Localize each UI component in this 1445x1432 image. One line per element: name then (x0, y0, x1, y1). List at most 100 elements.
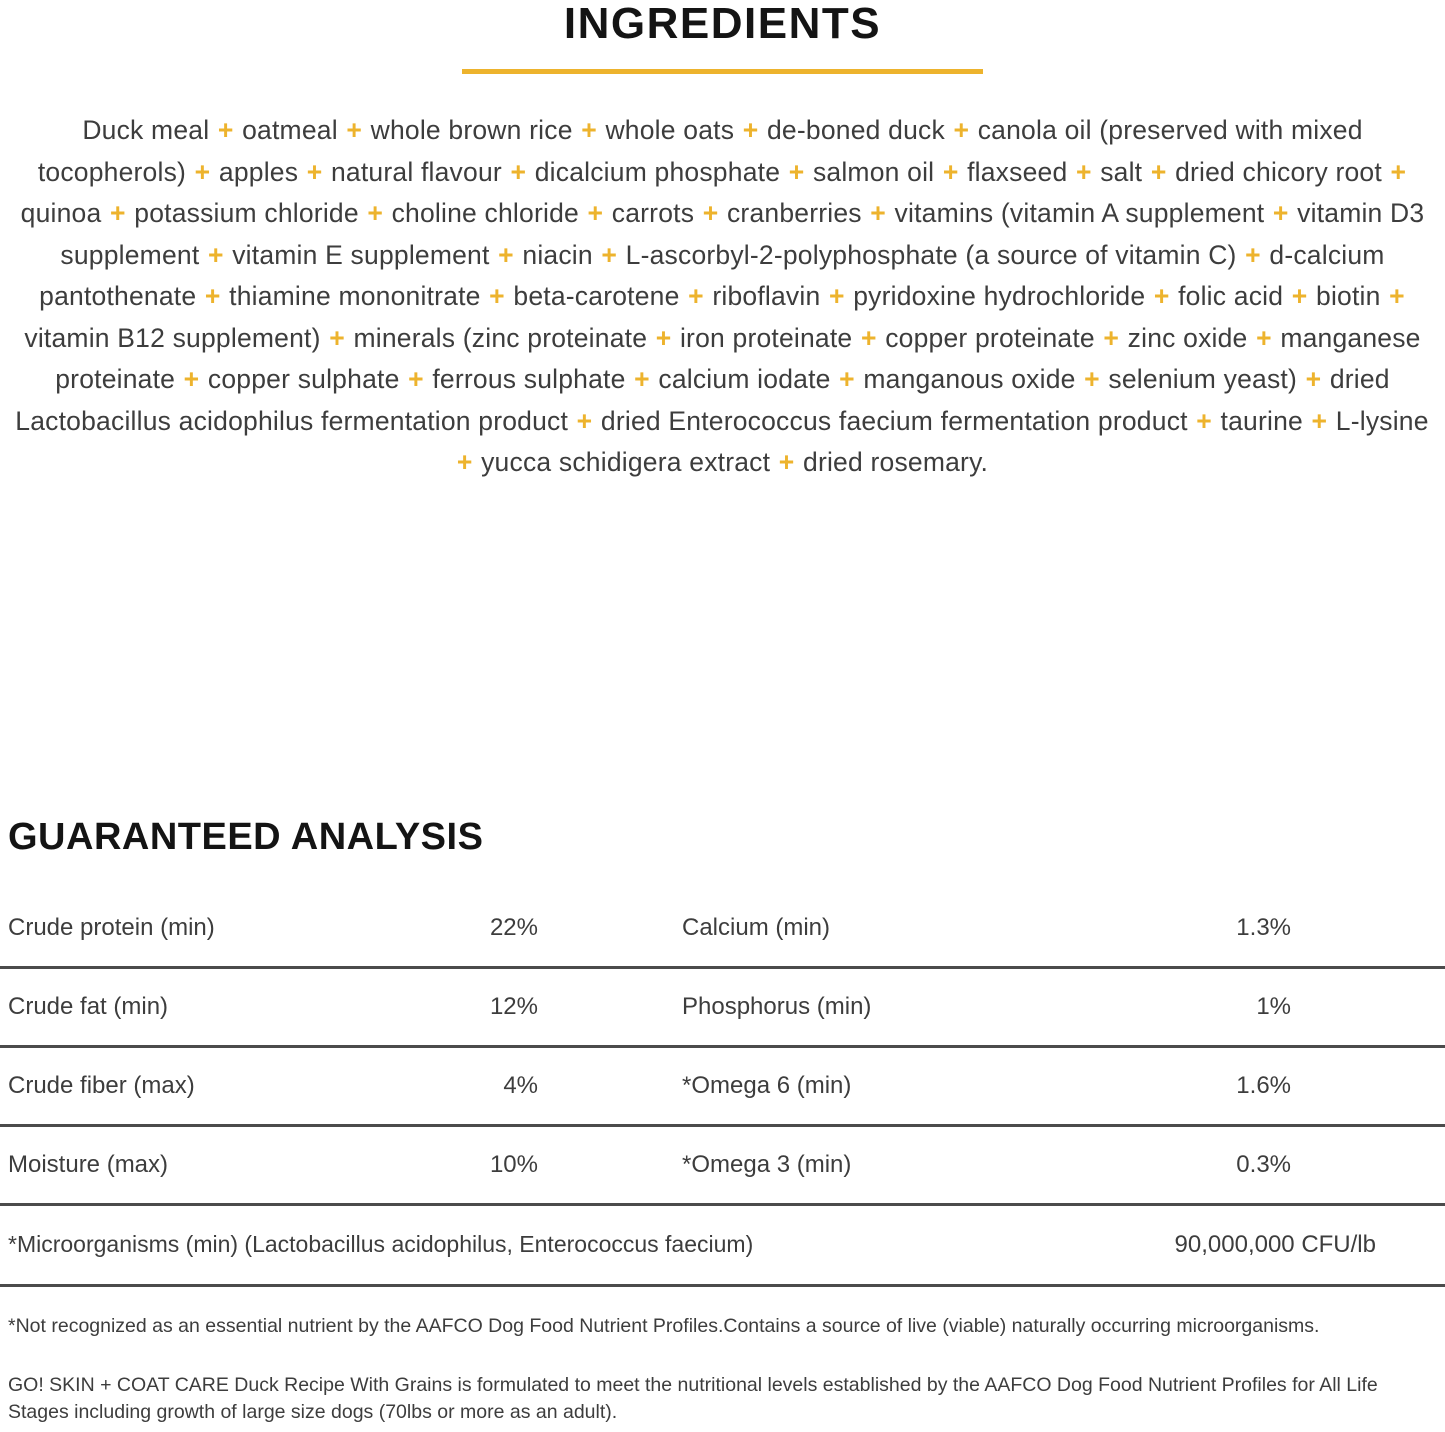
ingredient-item: copper sulphate (207, 364, 400, 394)
row-divider (0, 1202, 1445, 1206)
plus-icon: + (187, 156, 218, 187)
plus-icon: + (176, 364, 207, 394)
ingredient-item: manganous oxide (863, 364, 1076, 394)
plus-icon: + (935, 156, 967, 187)
guaranteed-analysis-title: GUARANTEED ANALYSIS (8, 815, 484, 858)
analysis-label: *Microorganisms (min) (Lactobacillus aci… (8, 1231, 754, 1257)
analysis-label: Crude protein (min) (8, 913, 215, 941)
plus-icon: + (1298, 364, 1329, 394)
ingredient-item: apples (218, 156, 299, 187)
ingredients-section: INGREDIENTS Duck meal + oatmeal + whole … (0, 0, 1445, 484)
ingredient-item: dicalcium phosphate (534, 156, 781, 187)
plus-icon: + (321, 322, 353, 353)
analysis-row: Crude fat (min) 12% Phosphorus (min) 1% (0, 969, 1445, 1045)
ingredient-item: yucca schidigera extract (481, 447, 771, 477)
plus-icon: + (456, 447, 481, 477)
ingredient-item: vitamin E supplement (232, 239, 490, 270)
analysis-label: *Omega 3 (min) (682, 1150, 852, 1178)
analysis-cell-right: *Omega 6 (min) 1.6% (682, 1072, 1291, 1100)
plus-icon: + (853, 322, 885, 353)
plus-icon: + (821, 281, 853, 311)
ingredient-item: Duck meal (82, 115, 210, 145)
guaranteed-analysis-section: GUARANTEED ANALYSIS Crude protein (min) 2… (0, 818, 1445, 1426)
ingredient-item: minerals (zinc proteinate (353, 322, 648, 353)
ingredient-item: riboflavin (712, 281, 821, 311)
analysis-table: Crude protein (min) 22% Calcium (min) 1.3% C… (0, 890, 1445, 1287)
analysis-row: Moisture (max) 10% *Omega 3 (min) 0.3% (0, 1127, 1445, 1203)
plus-icon: + (593, 239, 625, 270)
analysis-label: Crude fat (min) (8, 992, 169, 1020)
footnote-formulation-statement: GO! SKIN + COAT CARE Duck Recipe With Gr… (8, 1373, 1378, 1423)
analysis-label: Phosphorus (min) (682, 992, 872, 1020)
plus-icon: + (695, 198, 726, 228)
analysis-label: *Omega 6 (min) (682, 1071, 852, 1099)
plus-icon: + (1382, 156, 1407, 187)
plus-icon: + (502, 156, 534, 187)
ingredient-item: d-calcium pantothenate (39, 239, 1385, 312)
ingredient-item: copper proteinate (885, 322, 1095, 353)
plus-icon: + (197, 281, 229, 311)
plus-icon: + (1095, 322, 1127, 353)
ingredient-item: oatmeal (242, 115, 338, 145)
ingredient-item: choline chloride (391, 198, 579, 228)
ingredient-item: dried Lactobacillus acidophilus fermenta… (15, 364, 1390, 436)
ingredient-item: carrots (611, 198, 695, 228)
plus-icon: + (862, 198, 894, 228)
ingredient-item: flaxseed (967, 156, 1068, 187)
plus-icon: + (338, 115, 370, 145)
ingredient-item: taurine (1220, 405, 1303, 436)
ingredient-item: de-boned duck (766, 115, 945, 145)
ingredient-item: zinc oxide (1127, 322, 1248, 353)
plus-icon: + (781, 156, 812, 187)
ingredient-item: niacin (522, 239, 593, 270)
plus-icon: + (569, 405, 600, 436)
plus-icon: + (299, 156, 330, 187)
analysis-label: Calcium (min) (682, 913, 831, 941)
row-divider (0, 1123, 1445, 1127)
plus-icon: + (1381, 281, 1405, 311)
analysis-cell-left: Crude fat (min) 12% (8, 993, 538, 1021)
footnote-aafco-nutrient: *Not recognized as an essential nutrient… (8, 1314, 1320, 1337)
ingredient-item: folic acid (1178, 281, 1284, 311)
plus-icon: + (735, 115, 766, 145)
analysis-row: Crude protein (min) 22% Calcium (min) 1.3% (0, 890, 1445, 966)
ingredient-item: cranberries (726, 198, 862, 228)
row-divider (0, 1044, 1445, 1048)
ingredient-item: calcium iodate (658, 364, 831, 394)
plus-icon: + (1237, 239, 1269, 270)
analysis-label: Moisture (max) (8, 1150, 169, 1178)
analysis-cell-right: Phosphorus (min) 1% (682, 993, 1291, 1021)
ingredient-item: potassium chloride (134, 198, 359, 228)
row-divider (0, 1283, 1445, 1287)
ingredient-item: L-ascorbyl-2-polyphosphate (a source of … (625, 239, 1237, 270)
analysis-value: 10% (489, 1150, 538, 1178)
ingredient-item: dried chicory root (1175, 156, 1382, 187)
ingredient-item: L-lysine (1335, 405, 1429, 436)
ingredient-item: thiamine mononitrate (229, 281, 481, 311)
ingredient-item: manganese proteinate (55, 322, 1421, 395)
analysis-label: Crude fiber (max) (8, 1071, 195, 1099)
row-divider (0, 965, 1445, 969)
analysis-value: 1.3% (1236, 913, 1291, 941)
plus-icon: + (680, 281, 712, 311)
ingredient-item: pyridoxine hydrochloride (853, 281, 1146, 311)
plus-icon: + (1146, 281, 1178, 311)
ingredient-item: vitamin D3 supplement (60, 198, 1425, 270)
ingredient-item: selenium yeast) (1108, 364, 1297, 394)
gold-underline-rule (462, 69, 983, 74)
analysis-row: Crude fiber (max) 4% *Omega 6 (min) 1.6% (0, 1048, 1445, 1124)
analysis-cell-right: *Omega 3 (min) 0.3% (682, 1151, 1291, 1179)
plus-icon: + (771, 447, 802, 477)
plus-icon: + (831, 364, 863, 394)
analysis-cell-left: Crude protein (min) 22% (8, 914, 538, 942)
analysis-value: 12% (489, 992, 538, 1020)
plus-icon: + (1188, 405, 1220, 436)
plus-icon: + (945, 115, 977, 145)
ingredient-item: natural flavour (330, 156, 502, 187)
plus-icon: + (1265, 198, 1297, 228)
analysis-value: 90,000,000 CFU/lb (1174, 1230, 1376, 1258)
plus-icon: + (1248, 322, 1280, 353)
analysis-cell-left: Crude fiber (max) 4% (8, 1072, 538, 1100)
ingredient-item: vitamin B12 supplement) (24, 322, 321, 353)
